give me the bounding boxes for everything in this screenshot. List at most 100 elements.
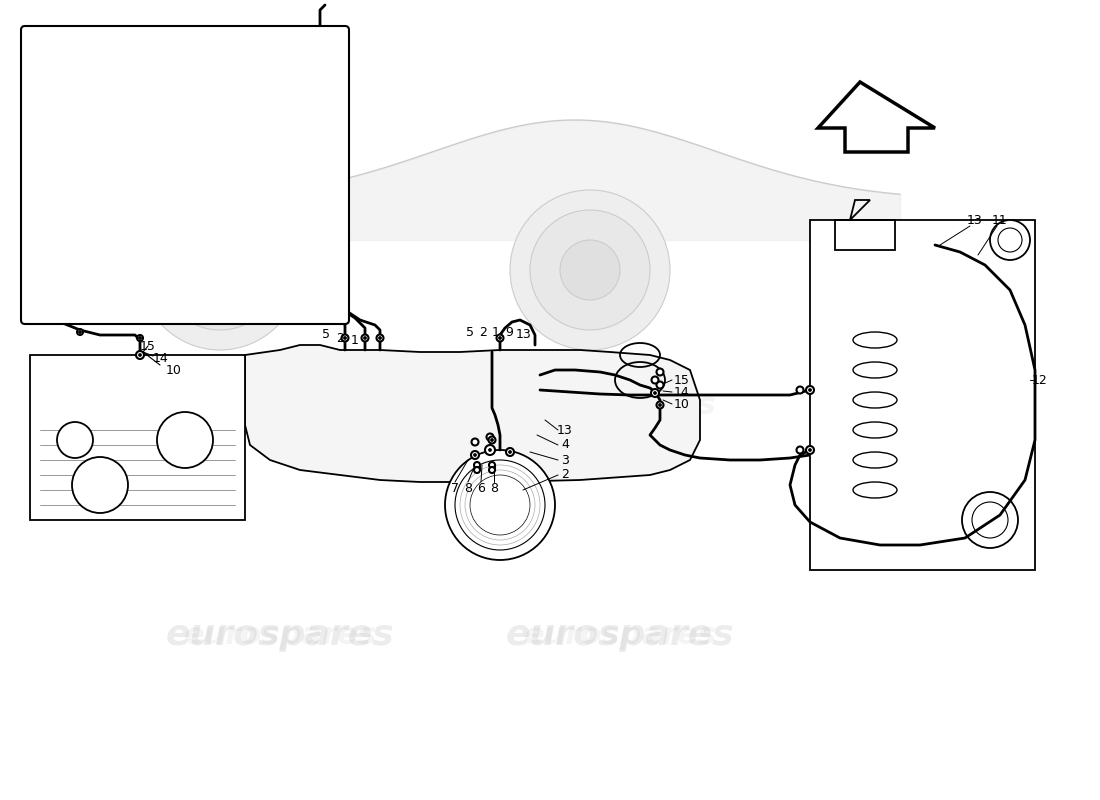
- Text: 1: 1: [351, 334, 359, 346]
- Circle shape: [376, 334, 384, 342]
- Circle shape: [796, 386, 803, 394]
- Circle shape: [657, 402, 663, 409]
- Circle shape: [490, 462, 495, 468]
- Text: 10: 10: [294, 133, 311, 147]
- Text: 2: 2: [337, 331, 344, 345]
- Circle shape: [139, 354, 142, 357]
- Circle shape: [474, 467, 480, 473]
- Circle shape: [212, 97, 218, 103]
- Circle shape: [138, 335, 143, 341]
- Circle shape: [57, 422, 94, 458]
- Circle shape: [157, 412, 213, 468]
- Text: 5: 5: [466, 326, 474, 339]
- Circle shape: [498, 337, 502, 339]
- Text: 8: 8: [490, 482, 498, 494]
- Text: 7: 7: [451, 482, 459, 494]
- Circle shape: [506, 448, 514, 456]
- Bar: [30, 355, 245, 520]
- Text: eurospares: eurospares: [184, 390, 376, 419]
- Circle shape: [51, 136, 59, 144]
- Bar: [474, 465, 480, 470]
- Circle shape: [72, 457, 128, 513]
- Circle shape: [78, 330, 81, 334]
- Circle shape: [190, 240, 250, 300]
- Circle shape: [808, 449, 812, 451]
- Text: 4: 4: [561, 438, 569, 451]
- Circle shape: [51, 246, 59, 254]
- FancyBboxPatch shape: [21, 26, 349, 324]
- Circle shape: [292, 51, 299, 59]
- Circle shape: [806, 446, 814, 454]
- Polygon shape: [818, 82, 935, 152]
- Text: 14: 14: [153, 351, 168, 365]
- Circle shape: [136, 351, 144, 359]
- Circle shape: [659, 403, 661, 406]
- Circle shape: [473, 454, 476, 457]
- Text: 5: 5: [322, 329, 330, 342]
- Text: 13: 13: [516, 329, 532, 342]
- Circle shape: [140, 190, 300, 350]
- Circle shape: [212, 102, 218, 108]
- Text: 10: 10: [166, 363, 182, 377]
- Text: 8: 8: [464, 482, 472, 494]
- Polygon shape: [245, 345, 700, 482]
- Text: 15: 15: [140, 339, 156, 353]
- Circle shape: [362, 334, 369, 342]
- Circle shape: [363, 337, 366, 339]
- Circle shape: [378, 337, 382, 339]
- Text: 6: 6: [477, 482, 485, 494]
- Bar: [810, 220, 1035, 570]
- Circle shape: [496, 334, 504, 342]
- Text: eurospares: eurospares: [524, 621, 716, 650]
- Circle shape: [657, 369, 663, 375]
- Bar: [835, 220, 895, 250]
- Text: eurospares: eurospares: [524, 390, 716, 419]
- Text: eurospares: eurospares: [506, 618, 735, 652]
- Text: 10: 10: [72, 135, 89, 149]
- Circle shape: [491, 438, 494, 442]
- Circle shape: [341, 334, 349, 342]
- Text: 9: 9: [505, 326, 513, 339]
- Text: 1: 1: [492, 326, 499, 339]
- Text: 2: 2: [561, 469, 569, 482]
- Circle shape: [560, 240, 620, 300]
- Circle shape: [972, 502, 1008, 538]
- Circle shape: [488, 449, 492, 451]
- Circle shape: [510, 190, 670, 350]
- Circle shape: [806, 386, 814, 394]
- Text: 3: 3: [561, 454, 569, 466]
- Bar: [212, 100, 218, 105]
- Circle shape: [54, 249, 56, 251]
- Circle shape: [530, 210, 650, 330]
- Text: 15: 15: [674, 374, 690, 386]
- Circle shape: [471, 451, 478, 459]
- Circle shape: [486, 434, 494, 441]
- Circle shape: [294, 54, 297, 57]
- Circle shape: [488, 437, 495, 443]
- Circle shape: [485, 445, 495, 455]
- Text: eurospares: eurospares: [184, 621, 376, 650]
- Circle shape: [998, 228, 1022, 252]
- Text: 11: 11: [992, 214, 1008, 226]
- Circle shape: [474, 462, 480, 468]
- Text: Valid till engine Nr. 38150: Valid till engine Nr. 38150: [73, 283, 267, 297]
- Text: 13: 13: [557, 423, 573, 437]
- Circle shape: [446, 450, 556, 560]
- Circle shape: [651, 389, 659, 397]
- Circle shape: [962, 492, 1018, 548]
- Circle shape: [490, 467, 495, 473]
- Circle shape: [653, 391, 657, 394]
- Text: 2: 2: [480, 326, 487, 339]
- Circle shape: [211, 103, 219, 110]
- Text: 10: 10: [674, 398, 690, 410]
- Circle shape: [472, 438, 478, 446]
- Circle shape: [54, 138, 56, 142]
- Circle shape: [808, 389, 812, 391]
- Text: eurospares: eurospares: [166, 618, 394, 652]
- Circle shape: [343, 337, 346, 339]
- Circle shape: [651, 377, 659, 383]
- Text: 14: 14: [674, 386, 690, 398]
- Circle shape: [77, 329, 82, 335]
- Circle shape: [796, 446, 803, 454]
- Circle shape: [470, 475, 530, 535]
